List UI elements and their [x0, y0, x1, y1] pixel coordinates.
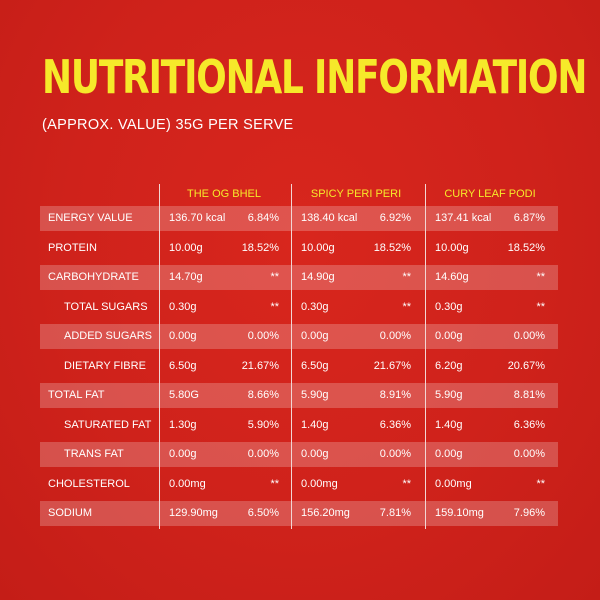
cell-percent: 0.00%	[379, 330, 411, 342]
cell-amount: 138.40 kcal	[301, 212, 358, 224]
cell-amount: 14.70g	[169, 271, 203, 283]
cell-amount: 6.50g	[169, 359, 197, 372]
cell-percent: 6.36%	[513, 418, 545, 431]
cell-percent: 6.92%	[379, 212, 411, 224]
table-row: SATURATED FAT 1.30g 5.90% 1.40g 6.36% 1.40g 6.…	[40, 413, 558, 438]
cell-percent: 8.66%	[247, 389, 279, 401]
cell-percent: 18.52%	[241, 241, 279, 254]
cell-percent: **	[402, 477, 411, 490]
table-row: ENERGY VALUE 136.70 kcal 6.84% 138.40 kcal 6…	[40, 206, 558, 231]
cell-percent: 0.00%	[513, 330, 545, 342]
cell-amount: 0.00mg	[301, 477, 338, 490]
cell-percent: 18.52%	[507, 241, 545, 254]
column-header: CURY LEAF PODI	[444, 188, 536, 200]
row-label: ENERGY VALUE	[48, 212, 133, 224]
cell-amount: 14.60g	[435, 271, 469, 283]
nutrition-table: THE OG BHEL SPICY PERI PERI CURY LEAF PODI…	[40, 184, 558, 531]
cell-percent: 21.67%	[241, 359, 279, 372]
cell-amount: 0.00g	[435, 448, 463, 460]
page-title: NUTRITIONAL INFORMATION	[42, 50, 587, 104]
cell-percent: **	[536, 300, 545, 313]
table-row: SODIUM 129.90mg 6.50% 156.20mg 7.81% 159.10mg…	[40, 501, 558, 526]
cell-percent: 0.00%	[513, 448, 545, 460]
cell-percent: 20.67%	[507, 359, 545, 372]
cell-amount: 0.00g	[301, 330, 329, 342]
cell-percent: 8.91%	[379, 389, 411, 401]
row-label: CHOLESTEROL	[48, 477, 130, 490]
page-subtitle: (APPROX. VALUE) 35G PER SERVE	[42, 117, 294, 133]
cell-percent: **	[402, 271, 411, 283]
column-header: THE OG BHEL	[187, 188, 261, 200]
row-label: ADDED SUGARS	[64, 330, 153, 342]
cell-amount: 129.90mg	[169, 507, 218, 519]
cell-percent: 6.36%	[379, 418, 411, 431]
cell-percent: **	[270, 477, 279, 490]
cell-amount: 0.00mg	[169, 477, 206, 490]
cell-percent: 6.84%	[247, 212, 279, 224]
cell-percent: 21.67%	[373, 359, 411, 372]
cell-amount: 1.40g	[435, 418, 463, 431]
cell-amount: 0.00g	[301, 448, 329, 460]
cell-percent: **	[270, 300, 279, 313]
column-header: SPICY PERI PERI	[310, 188, 402, 200]
cell-amount: 10.00g	[301, 241, 335, 254]
cell-amount: 14.90g	[301, 271, 335, 283]
cell-amount: 0.30g	[169, 300, 197, 313]
table-row: PROTEIN 10.00g 18.52% 10.00g 18.52% 10.00g 18.…	[40, 236, 558, 261]
cell-percent: 0.00%	[379, 448, 411, 460]
cell-amount: 5.90g	[301, 389, 329, 401]
cell-percent: 6.87%	[513, 212, 545, 224]
cell-percent: 6.50%	[247, 507, 279, 519]
cell-percent: **	[536, 477, 545, 490]
cell-percent: 8.81%	[513, 389, 545, 401]
cell-percent: 7.81%	[379, 507, 411, 519]
cell-amount: 0.00g	[169, 448, 197, 460]
cell-amount: 0.00mg	[435, 477, 472, 490]
column-divider	[291, 184, 292, 529]
cell-amount: 156.20mg	[301, 507, 350, 519]
row-label: PROTEIN	[48, 241, 97, 254]
row-label: CARBOHYDRATE	[48, 271, 139, 283]
cell-amount: 0.30g	[301, 300, 329, 313]
table-row: CARBOHYDRATE 14.70g ** 14.90g ** 14.60g **	[40, 265, 558, 290]
cell-amount: 1.30g	[169, 418, 197, 431]
cell-percent: 7.96%	[513, 507, 545, 519]
row-label: SATURATED FAT	[64, 418, 152, 431]
row-label: TOTAL SUGARS	[64, 300, 148, 313]
column-divider	[425, 184, 426, 529]
table-row: TRANS FAT 0.00g 0.00% 0.00g 0.00% 0.00g 0.00%	[40, 442, 558, 467]
table-row: ADDED SUGARS 0.00g 0.00% 0.00g 0.00% 0.00g 0.0…	[40, 324, 558, 349]
cell-amount: 10.00g	[435, 241, 469, 254]
cell-percent: **	[270, 271, 279, 283]
cell-percent: **	[402, 300, 411, 313]
cell-amount: 0.00g	[435, 330, 463, 342]
cell-amount: 5.90g	[435, 389, 463, 401]
table-header: THE OG BHEL SPICY PERI PERI CURY LEAF PODI	[40, 184, 558, 206]
cell-amount: 10.00g	[169, 241, 203, 254]
cell-amount: 5.80G	[169, 389, 199, 401]
column-divider	[159, 184, 160, 529]
row-label: SODIUM	[48, 507, 92, 519]
row-label: TRANS FAT	[64, 448, 124, 460]
cell-amount: 159.10mg	[435, 507, 484, 519]
row-label: DIETARY FIBRE	[64, 359, 146, 372]
cell-percent: **	[536, 271, 545, 283]
table-row: DIETARY FIBRE 6.50g 21.67% 6.50g 21.67% 6.20g…	[40, 354, 558, 379]
cell-amount: 137.41 kcal	[435, 212, 492, 224]
cell-percent: 0.00%	[247, 448, 279, 460]
row-label: TOTAL FAT	[48, 389, 105, 401]
cell-percent: 18.52%	[373, 241, 411, 254]
cell-percent: 0.00%	[247, 330, 279, 342]
table-row: TOTAL SUGARS 0.30g ** 0.30g ** 0.30g **	[40, 295, 558, 320]
table-row: TOTAL FAT 5.80G 8.66% 5.90g 8.91% 5.90g 8.81%	[40, 383, 558, 408]
cell-amount: 0.00g	[169, 330, 197, 342]
table-body: ENERGY VALUE 136.70 kcal 6.84% 138.40 kcal 6…	[40, 206, 558, 526]
cell-percent: 5.90%	[247, 418, 279, 431]
cell-amount: 6.20g	[435, 359, 463, 372]
table-row: CHOLESTEROL 0.00mg ** 0.00mg ** 0.00mg **	[40, 472, 558, 497]
cell-amount: 1.40g	[301, 418, 329, 431]
cell-amount: 136.70 kcal	[169, 212, 226, 224]
cell-amount: 0.30g	[435, 300, 463, 313]
cell-amount: 6.50g	[301, 359, 329, 372]
